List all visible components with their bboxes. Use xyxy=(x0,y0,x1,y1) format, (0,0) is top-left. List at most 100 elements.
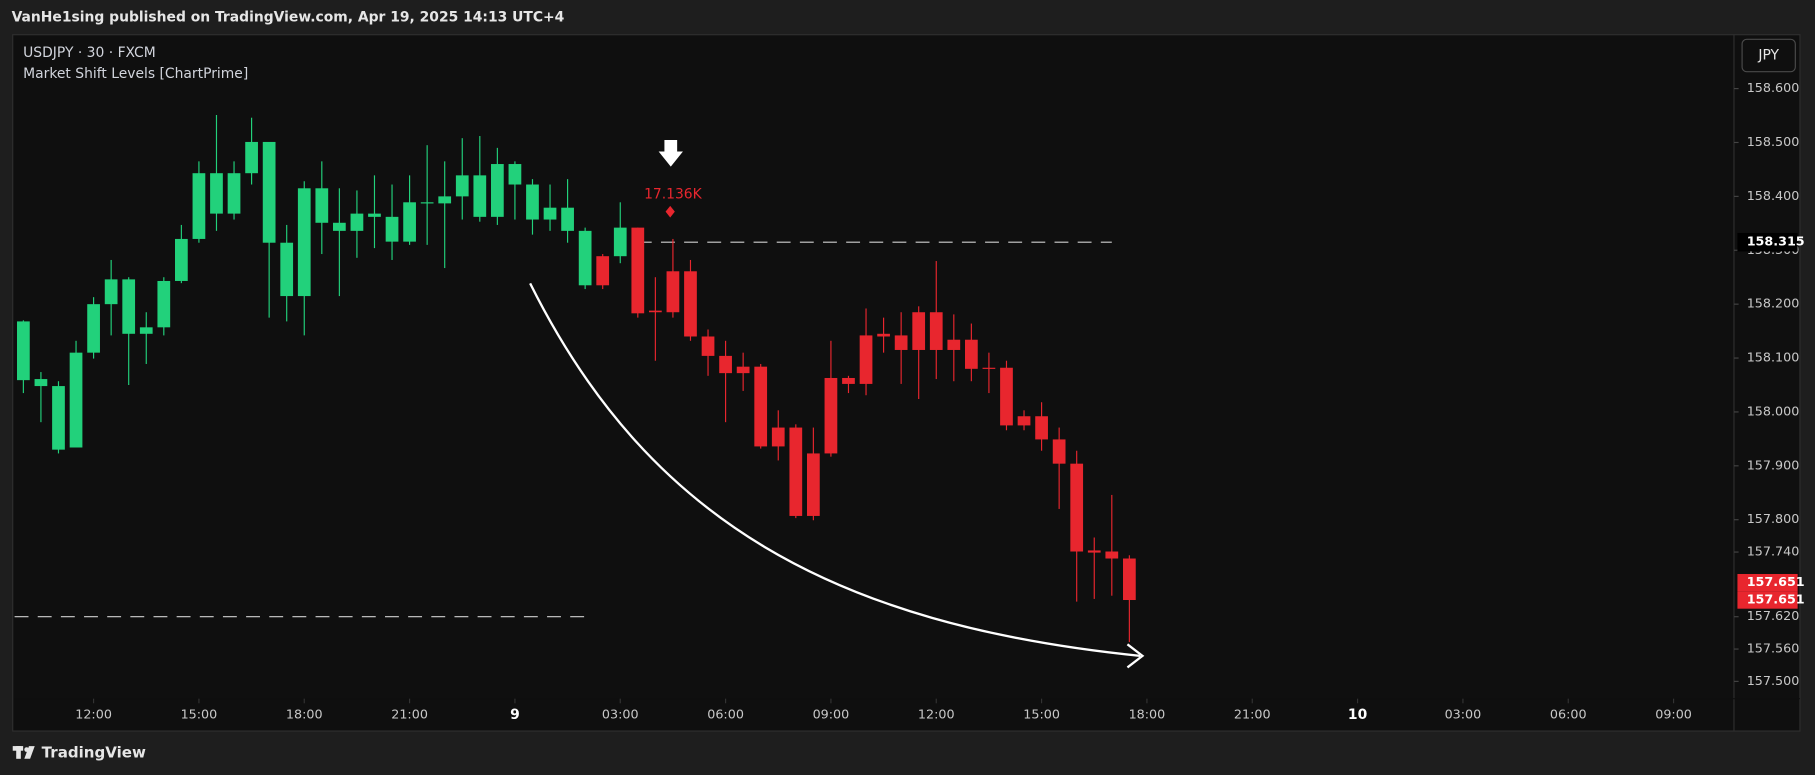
candle-body xyxy=(578,230,592,286)
x-tick-label: 15:00 xyxy=(1023,706,1060,721)
candle-body xyxy=(771,427,785,447)
candle-body xyxy=(736,366,750,374)
y-tick-label: 158.200 xyxy=(1747,296,1800,311)
publish-header: VanHe1sing published on TradingView.com,… xyxy=(12,9,565,25)
y-tick-label: 158.100 xyxy=(1747,350,1800,365)
candle-body xyxy=(666,271,680,313)
y-tick-label: 157.560 xyxy=(1747,641,1800,656)
candle-body xyxy=(561,207,574,231)
candle-body xyxy=(175,238,188,281)
candle-body xyxy=(824,377,838,454)
x-tick-label: 12:00 xyxy=(75,706,112,721)
candle-body xyxy=(192,173,206,239)
y-tick-label: 157.620 xyxy=(1747,608,1800,623)
x-tick-label: 09:00 xyxy=(813,706,850,721)
x-tick-label: 03:00 xyxy=(1445,706,1482,721)
candle-body xyxy=(1070,463,1084,552)
x-tick-label: 18:00 xyxy=(1129,706,1166,721)
candle-body xyxy=(842,377,855,384)
y-tick-label: 157.500 xyxy=(1747,673,1800,688)
candle-body xyxy=(912,312,926,350)
candle-body xyxy=(701,336,715,356)
candle-body xyxy=(122,279,136,334)
candle-body xyxy=(631,227,645,314)
price-label-box xyxy=(1737,591,1798,609)
candle-body xyxy=(806,453,820,516)
candle-body xyxy=(350,213,364,231)
tradingview-logo xyxy=(12,746,35,759)
x-tick-label: 15:00 xyxy=(181,706,218,721)
candle-body xyxy=(87,304,100,353)
candle-body xyxy=(69,352,83,448)
candle-body xyxy=(473,175,487,217)
x-tick-label: 10 xyxy=(1348,707,1367,723)
x-tick-label: 18:00 xyxy=(286,706,323,721)
candle-body xyxy=(34,379,48,387)
candle-body xyxy=(526,184,539,220)
candle-body xyxy=(1000,367,1013,426)
candle-body xyxy=(543,207,557,220)
currency-label[interactable]: JPY xyxy=(1757,48,1779,64)
candle-body xyxy=(964,339,978,369)
x-tick-label: 12:00 xyxy=(918,706,955,721)
x-tick-label: 21:00 xyxy=(391,706,428,721)
currency-button[interactable] xyxy=(1741,38,1796,73)
candle-body xyxy=(403,202,416,242)
candle-body xyxy=(420,202,434,204)
candle-body xyxy=(877,333,890,337)
candle-body xyxy=(859,335,873,384)
candle-body xyxy=(613,227,627,257)
candle-body xyxy=(262,141,276,243)
x-tick-label: 09:00 xyxy=(1655,706,1692,721)
y-tick-label: 158.500 xyxy=(1747,134,1800,149)
candle-body xyxy=(297,188,311,297)
candle-body xyxy=(596,256,610,286)
y-tick-label: 157.900 xyxy=(1747,457,1800,472)
candle-body xyxy=(139,327,153,334)
trend-curve xyxy=(529,282,1141,658)
candle-body xyxy=(333,222,346,231)
candle-body xyxy=(719,355,732,374)
trend-arrowhead xyxy=(1126,643,1145,669)
footer-brand: TradingView xyxy=(42,744,146,762)
y-tick-label: 158.000 xyxy=(1747,403,1800,418)
candle-body xyxy=(649,310,662,313)
candle-body xyxy=(1017,416,1031,426)
candle-body xyxy=(157,280,171,328)
chart-area xyxy=(12,34,1801,732)
symbol-label: USDJPY · 30 · FXCM xyxy=(23,45,156,61)
candle-body xyxy=(1035,416,1048,440)
candle-body xyxy=(368,213,381,217)
candle-body xyxy=(754,366,768,447)
candle-body xyxy=(438,196,452,204)
x-tick-label: 06:00 xyxy=(1550,706,1587,721)
price-label: 157.651 xyxy=(1747,574,1805,589)
diamond-marker xyxy=(665,205,675,218)
candle-body xyxy=(982,367,996,369)
candle-body xyxy=(789,427,803,516)
candle-body xyxy=(227,173,241,214)
price-label: 157.651 xyxy=(1747,592,1805,607)
price-label-box xyxy=(1737,573,1798,592)
candle-body xyxy=(280,242,294,297)
candle-body xyxy=(52,386,65,450)
candle-body xyxy=(1087,550,1101,553)
candle-body xyxy=(1122,558,1136,601)
x-tick-label: 06:00 xyxy=(707,706,744,721)
candle-body xyxy=(210,173,223,214)
x-tick-label: 03:00 xyxy=(602,706,639,721)
candle-body xyxy=(245,141,258,174)
logo-part xyxy=(16,746,21,759)
candle-body xyxy=(17,321,30,381)
candle-body xyxy=(947,339,961,350)
y-tick-label: 157.740 xyxy=(1747,544,1800,559)
x-tick-label: 9 xyxy=(510,707,520,723)
x-tick-label: 21:00 xyxy=(1234,706,1271,721)
indicator-label: Market Shift Levels [ChartPrime] xyxy=(23,66,248,82)
candle-body xyxy=(455,175,469,197)
volume-annotation: 17.136K xyxy=(644,186,703,202)
candle-body xyxy=(315,188,329,223)
candle-body xyxy=(508,164,522,185)
